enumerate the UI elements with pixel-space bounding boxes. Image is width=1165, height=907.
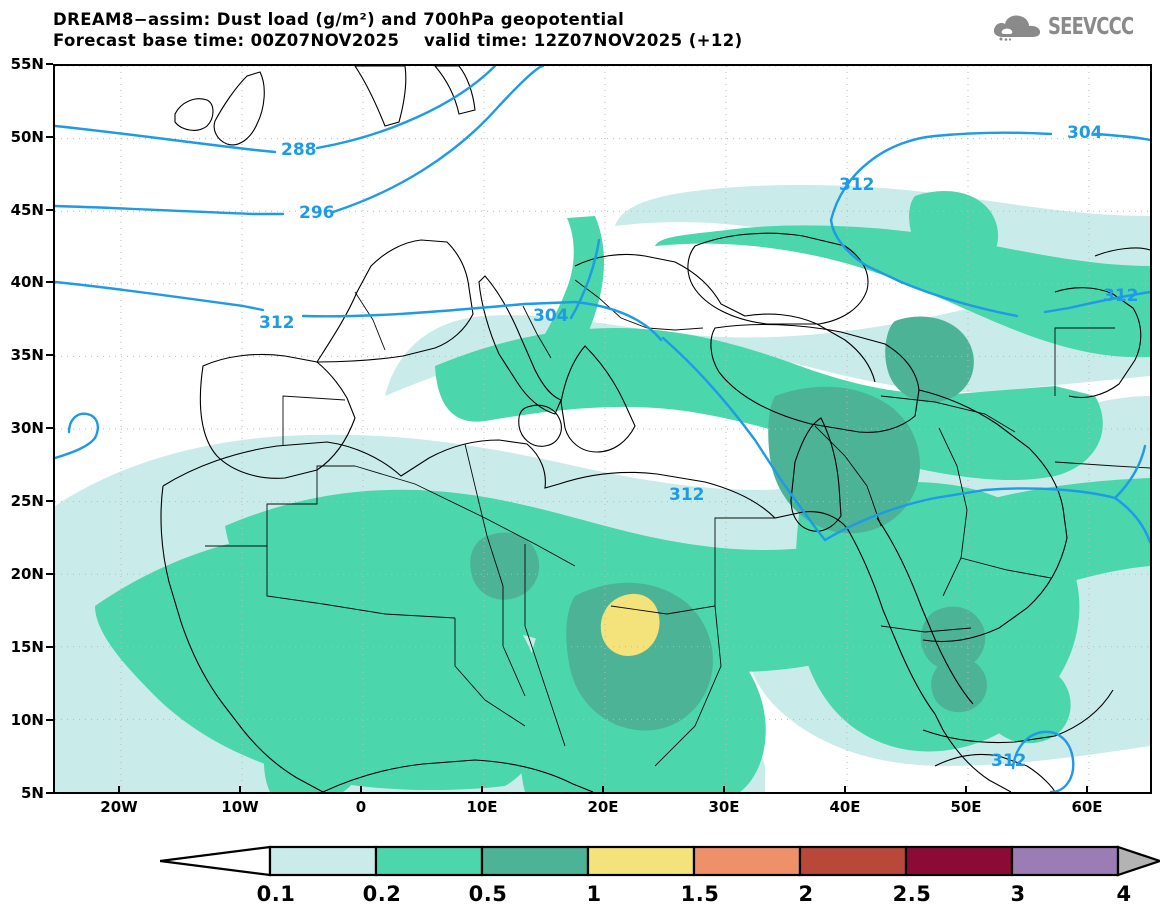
colorbar-strip	[160, 845, 1160, 877]
x-tick-mark	[965, 786, 967, 794]
svg-text:304: 304	[1067, 123, 1103, 143]
y-tick-mark	[46, 792, 53, 794]
colorbar-tick-label: 0.2	[362, 882, 402, 906]
x-tick-mark	[602, 786, 604, 794]
page-title: DREAM8−assim: Dust load (g/m²) and 700hP…	[53, 10, 625, 29]
y-tick-mark	[46, 646, 53, 648]
forecast-time-subtitle: Forecast base time: 00Z07NOV2025 valid t…	[53, 31, 743, 50]
cloud-icon	[993, 15, 1040, 41]
y-tick-label: 10N	[10, 711, 44, 729]
x-tick-label: 10E	[466, 798, 498, 816]
x-tick-mark	[844, 786, 846, 794]
colorbar-extend-high	[1116, 845, 1160, 877]
header: DREAM8−assim: Dust load (g/m²) and 700hP…	[0, 0, 1165, 60]
y-tick-label: 35N	[10, 346, 44, 364]
contour-labels: 288 296 312 304 304 312 312 312 312	[259, 123, 1139, 771]
logo-text: SEEVCCC	[1047, 14, 1134, 40]
y-tick-mark	[46, 500, 53, 502]
svg-text:312: 312	[991, 751, 1027, 771]
y-tick-label: 40N	[10, 273, 44, 291]
y-tick-mark	[46, 354, 53, 356]
colorbar-tick-label: 2	[798, 882, 814, 906]
y-tick-mark	[46, 63, 53, 65]
x-tick-mark	[723, 786, 725, 794]
x-tick-label: 50E	[950, 798, 982, 816]
colorbar-blocks	[268, 845, 1120, 877]
y-tick-mark	[46, 573, 53, 575]
colorbar-tick-label: 2.5	[892, 882, 932, 906]
svg-text:296: 296	[299, 203, 335, 223]
y-tick-mark	[46, 281, 53, 283]
seevccc-logo: SEEVCCC	[991, 10, 1157, 44]
colorbar-tick-label: 4	[1116, 882, 1132, 906]
x-tick-mark	[1086, 786, 1088, 794]
graticule	[55, 66, 1150, 792]
x-tick-mark	[118, 786, 120, 794]
coastlines	[160, 66, 1150, 792]
y-tick-mark	[46, 427, 53, 429]
x-tick-label: 30E	[708, 798, 740, 816]
colorbar-tick-label: 3	[1010, 882, 1026, 906]
svg-text:304: 304	[533, 306, 569, 326]
x-tick-label: 0	[355, 798, 367, 816]
y-tick-label: 25N	[10, 492, 44, 510]
x-tick-label: 20E	[587, 798, 619, 816]
svg-text:312: 312	[839, 175, 875, 195]
dust-contour-1p0	[600, 593, 660, 656]
y-tick-label: 30N	[10, 419, 44, 437]
y-tick-mark	[46, 719, 53, 721]
x-tick-label: 60E	[1071, 798, 1103, 816]
svg-text:312: 312	[1103, 286, 1139, 306]
colorbar-extend-low	[160, 845, 272, 877]
colorbar-tick-label: 1.5	[680, 882, 720, 906]
svg-text:312: 312	[259, 313, 295, 333]
svg-text:288: 288	[281, 140, 317, 160]
colorbar-tick-label: 1	[586, 882, 602, 906]
dust-contour-0p2	[95, 191, 1150, 792]
colorbar: 0.1 0.2 0.5 1 1.5 2 2.5 3 4	[0, 840, 1165, 907]
map-plot-area[interactable]: 288 296 312 304 304 312 312 312 312	[53, 64, 1152, 794]
x-tick-mark	[360, 786, 362, 794]
y-tick-label: 20N	[10, 565, 44, 583]
y-tick-label: 50N	[10, 128, 44, 146]
x-tick-label: 20W	[100, 798, 138, 816]
dust-load-map: 288 296 312 304 304 312 312 312 312	[55, 66, 1150, 792]
x-tick-label: 40E	[829, 798, 861, 816]
colorbar-tick-label: 0.5	[468, 882, 508, 906]
geopotential-contours	[55, 66, 1150, 792]
y-tick-mark	[46, 209, 53, 211]
x-tick-mark	[481, 786, 483, 794]
svg-text:312: 312	[669, 485, 705, 505]
y-tick-mark	[46, 136, 53, 138]
x-tick-mark	[239, 786, 241, 794]
x-tick-label: 10W	[221, 798, 259, 816]
y-tick-label: 15N	[10, 638, 44, 656]
y-tick-label: 5N	[21, 784, 44, 802]
y-tick-label: 45N	[10, 201, 44, 219]
colorbar-tick-label: 0.1	[256, 882, 296, 906]
y-tick-label: 55N	[10, 55, 44, 73]
